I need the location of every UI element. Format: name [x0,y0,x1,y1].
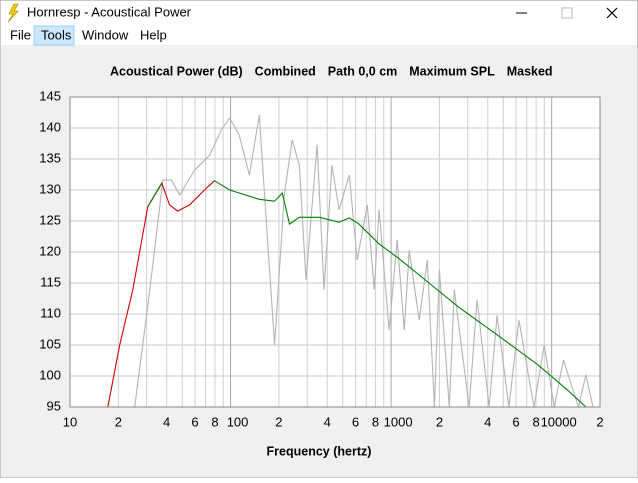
header-item: Masked [507,64,553,78]
x-tick-label: 8 [211,414,218,429]
x-tick-label: 100 [227,414,249,429]
plot-border [69,96,601,408]
x-tick-label: 8 [372,414,379,429]
y-tick-label: 105 [39,336,61,351]
x-tick-label: 1000 [384,414,413,429]
x-tick-label: 4 [484,414,491,429]
menu-highlight [33,25,75,46]
x-tick-label: 2 [596,414,603,429]
menu-item[interactable]: File [10,27,31,42]
close-button[interactable] [606,7,618,19]
y-tick-label: 125 [39,212,61,227]
y-tick-label: 130 [39,181,61,196]
grid [69,96,601,408]
window-title: Hornresp - Acoustical Power [27,4,192,19]
x-tick-label: 2 [436,414,443,429]
title-and-menu-bar [1,1,637,45]
chart-header: Acoustical Power (dB) Combined Path 0,0 cm… [110,64,553,78]
x-tick-label: 10000 [541,414,577,429]
y-tick-label: 100 [39,367,61,382]
header-item: Maximum SPL [409,64,495,78]
y-tick-label: 115 [40,274,61,289]
x-tick-label: 10 [63,414,77,429]
menu-item[interactable]: Window [82,27,129,42]
x-tick-label: 6 [512,414,519,429]
header-item: Acoustical Power (dB) [110,64,243,78]
y-tick-label: 95 [47,398,61,413]
header-item: Combined [255,64,316,78]
y-tick-label: 145 [39,88,61,103]
header-item: Path 0,0 cm [328,64,397,78]
x-tick-label: 4 [324,414,331,429]
menu-bar: File Tools Window Help [10,27,167,42]
menu-item[interactable]: Help [140,27,167,42]
curve [134,114,594,410]
y-tick-label: 110 [40,305,61,320]
curve [107,180,215,408]
x-tick-label: 4 [163,414,170,429]
maximize-button[interactable] [561,7,573,19]
x-tick-label: 2 [115,414,122,429]
x-tick-label: 2 [275,414,282,429]
menu-item[interactable]: Tools [41,27,72,42]
y-tick-label: 140 [39,119,61,134]
curve [147,180,587,408]
x-axis-title: Frequency (hertz) [267,444,372,458]
x-tick-label: 6 [191,414,198,429]
y-tick-label: 135 [39,150,61,165]
x-tick-label: 6 [352,414,359,429]
x-tick-label: 8 [532,414,539,429]
app-icon [7,3,19,23]
curves [107,114,594,410]
y-tick-label: 120 [39,243,61,258]
